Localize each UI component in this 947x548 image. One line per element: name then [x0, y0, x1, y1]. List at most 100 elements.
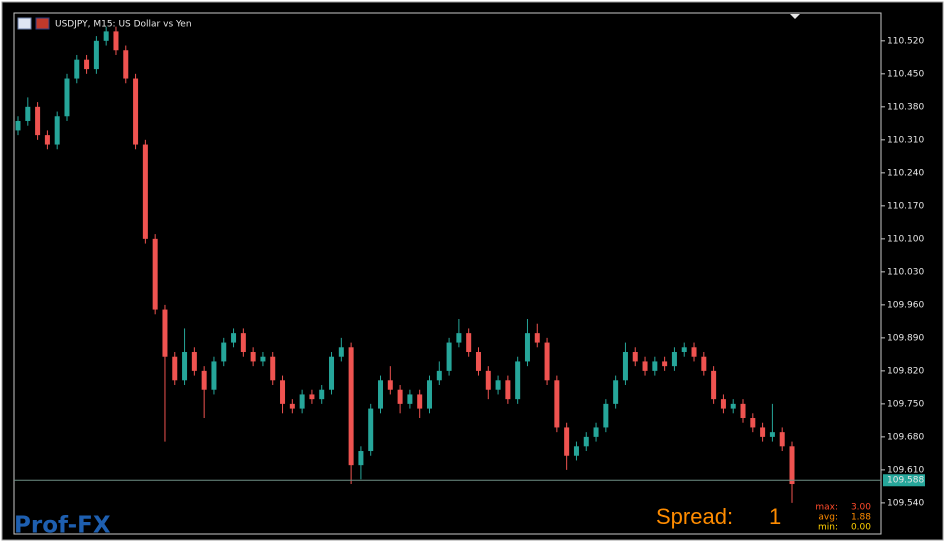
candle-body	[691, 347, 697, 357]
candle-body	[397, 389, 403, 404]
candle-body	[524, 333, 530, 362]
last-price-label: 109.588	[887, 476, 924, 486]
candle-body	[387, 380, 393, 390]
candle-body	[280, 380, 286, 404]
candle-body	[632, 352, 638, 362]
spread-stat-name: avg:	[818, 513, 838, 523]
candle-body	[505, 380, 511, 400]
candle-body	[515, 361, 521, 400]
candle-body	[35, 106, 41, 136]
spread-stat-name: min:	[818, 523, 838, 533]
candle-body	[378, 380, 384, 409]
candle-body	[407, 394, 413, 404]
y-tick-label: 109.680	[887, 432, 924, 442]
candle-body	[485, 370, 491, 390]
candle-body	[760, 427, 766, 437]
candle-body	[368, 408, 374, 452]
spread-stat-value: 0.00	[851, 523, 871, 533]
shift-marker	[790, 14, 800, 19]
candle-body	[750, 418, 756, 428]
candle-body	[554, 380, 560, 428]
candle-body	[681, 347, 687, 353]
candle-body	[44, 135, 50, 145]
candle-body	[701, 356, 707, 371]
candle-body	[211, 361, 217, 390]
spread-label: Spread:	[656, 504, 733, 529]
candle-body	[329, 356, 335, 390]
candle-body	[172, 356, 178, 381]
candle-body	[103, 31, 109, 41]
candle-body	[309, 394, 315, 400]
last-price-box	[883, 474, 925, 487]
candle-body	[711, 370, 717, 400]
candle-body	[662, 361, 668, 367]
candle-body	[348, 347, 354, 466]
candle-body	[671, 352, 677, 367]
y-tick-label: 110.450	[887, 69, 924, 79]
candle-body	[64, 78, 70, 117]
candle-body	[613, 380, 619, 404]
candle-body	[270, 356, 276, 381]
candle-body	[789, 446, 795, 485]
y-tick-label: 110.380	[887, 102, 924, 112]
y-tick-label: 109.540	[887, 498, 924, 508]
candle-body	[426, 380, 432, 409]
candle-body	[240, 333, 246, 353]
candle-body	[652, 361, 658, 371]
candle-body	[544, 342, 550, 381]
y-tick-label: 110.100	[887, 234, 924, 244]
candle-body	[446, 342, 452, 371]
candle-body	[299, 394, 305, 409]
candle-body	[113, 31, 119, 51]
candle-body	[730, 403, 736, 409]
candle-body	[564, 427, 570, 456]
spread-value: 1	[769, 504, 781, 529]
spread-stat-name: max:	[815, 503, 838, 513]
candle-body	[142, 144, 148, 239]
candle-body	[25, 106, 31, 121]
candle-body	[289, 403, 295, 409]
candle-body	[720, 399, 726, 409]
candle-body	[152, 238, 158, 310]
y-tick-label: 110.520	[887, 36, 924, 46]
plot-border	[13, 12, 882, 535]
candle-body	[456, 333, 462, 343]
chart-title: USDJPY, M15: US Dollar vs Yen	[55, 20, 192, 30]
candle-body	[603, 403, 609, 428]
icon	[35, 17, 50, 30]
y-tick-label: 109.890	[887, 333, 924, 343]
candle-body	[358, 451, 364, 466]
candle-body	[417, 394, 423, 409]
candle-body	[15, 120, 21, 131]
candle-body	[436, 370, 442, 381]
y-tick-label: 110.310	[887, 135, 924, 145]
candle-body	[740, 403, 746, 419]
candle-body	[54, 116, 60, 145]
candle-body	[191, 352, 197, 371]
candle-body	[622, 352, 628, 381]
candle-body	[593, 427, 599, 437]
candle-body	[573, 446, 579, 456]
y-tick-label: 110.170	[887, 201, 924, 211]
candle-body	[260, 356, 266, 362]
candle-body	[534, 333, 540, 343]
candle-body	[133, 78, 139, 145]
y-tick-label: 109.610	[887, 465, 924, 475]
candle-body	[201, 370, 207, 390]
candle-body	[583, 436, 589, 447]
y-tick-label: 109.820	[887, 366, 924, 376]
y-tick-label: 110.030	[887, 267, 924, 277]
candle-body	[466, 333, 472, 353]
icon	[17, 17, 32, 30]
y-tick-label: 110.240	[887, 168, 924, 178]
logo: Prof-FX	[14, 513, 111, 539]
candle-body	[250, 352, 256, 362]
candle-body	[93, 40, 99, 70]
candle-body	[221, 342, 227, 362]
candle-body	[769, 432, 775, 437]
candle-body	[231, 333, 237, 343]
spread-stat-value: 3.00	[851, 503, 871, 513]
candle-body	[779, 432, 785, 447]
